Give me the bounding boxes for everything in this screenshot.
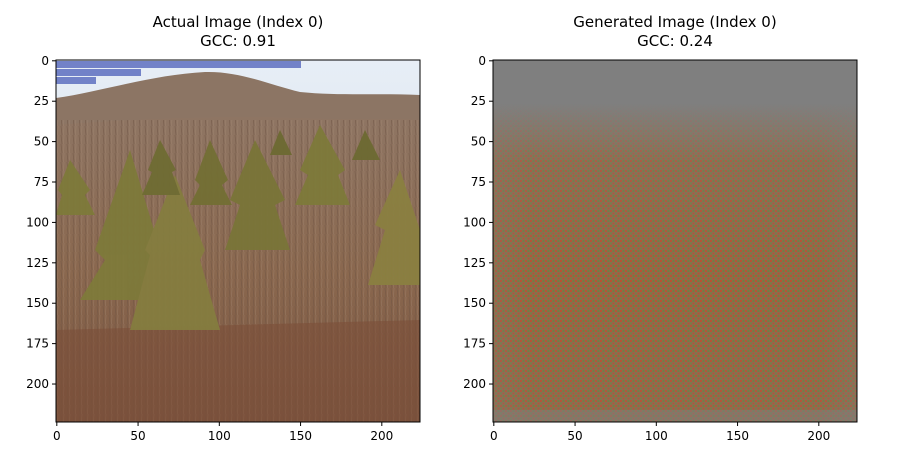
left-title-text: Actual Image (Index 0)	[152, 13, 324, 31]
left-y-tick-label: 125	[26, 256, 49, 270]
left-y-tick-label: 175	[26, 337, 49, 351]
left-axes-frame	[55, 59, 421, 423]
right-x-tick-label: 50	[567, 429, 582, 443]
right-x-tick-label: 0	[490, 429, 498, 443]
right-title-text: Generated Image (Index 0)	[573, 13, 777, 31]
right-y-tick-label: 175	[463, 337, 486, 351]
right-y-tick-label: 125	[463, 256, 486, 270]
left-title: Actual Image (Index 0) GCC: 0.91	[56, 13, 420, 51]
right-x-tick-label: 100	[645, 429, 668, 443]
left-y-tick-label: 200	[26, 377, 49, 391]
left-y-tick-label: 50	[34, 135, 49, 149]
left-x-tick-label: 50	[130, 429, 145, 443]
left-x-tick-label: 150	[289, 429, 312, 443]
right-y-tick-label: 25	[471, 94, 486, 108]
left-y-tick-label: 25	[34, 94, 49, 108]
left-subtitle-text: GCC: 0.91	[200, 32, 276, 50]
right-x-tick-label: 200	[807, 429, 830, 443]
left-x-tick-label: 100	[208, 429, 231, 443]
right-y-tick-label: 200	[463, 377, 486, 391]
right-x-tick-label: 150	[726, 429, 749, 443]
left-x-tick-label: 0	[53, 429, 61, 443]
right-y-tick-label: 0	[478, 54, 486, 68]
left-y-tick-label: 75	[34, 175, 49, 189]
right-title: Generated Image (Index 0) GCC: 0.24	[493, 13, 857, 51]
left-image	[56, 60, 420, 422]
left-y-tick-label: 100	[26, 215, 49, 229]
right-y-tick-label: 50	[471, 135, 486, 149]
right-y-tick-label: 100	[463, 215, 486, 229]
right-y-tick-label: 75	[471, 175, 486, 189]
left-y-tick-label: 150	[26, 296, 49, 310]
left-y-tick-label: 0	[41, 54, 49, 68]
right-axes-frame	[492, 59, 858, 423]
right-y-tick-label: 150	[463, 296, 486, 310]
right-image	[493, 60, 857, 422]
right-subtitle-text: GCC: 0.24	[637, 32, 713, 50]
left-x-tick-label: 200	[370, 429, 393, 443]
